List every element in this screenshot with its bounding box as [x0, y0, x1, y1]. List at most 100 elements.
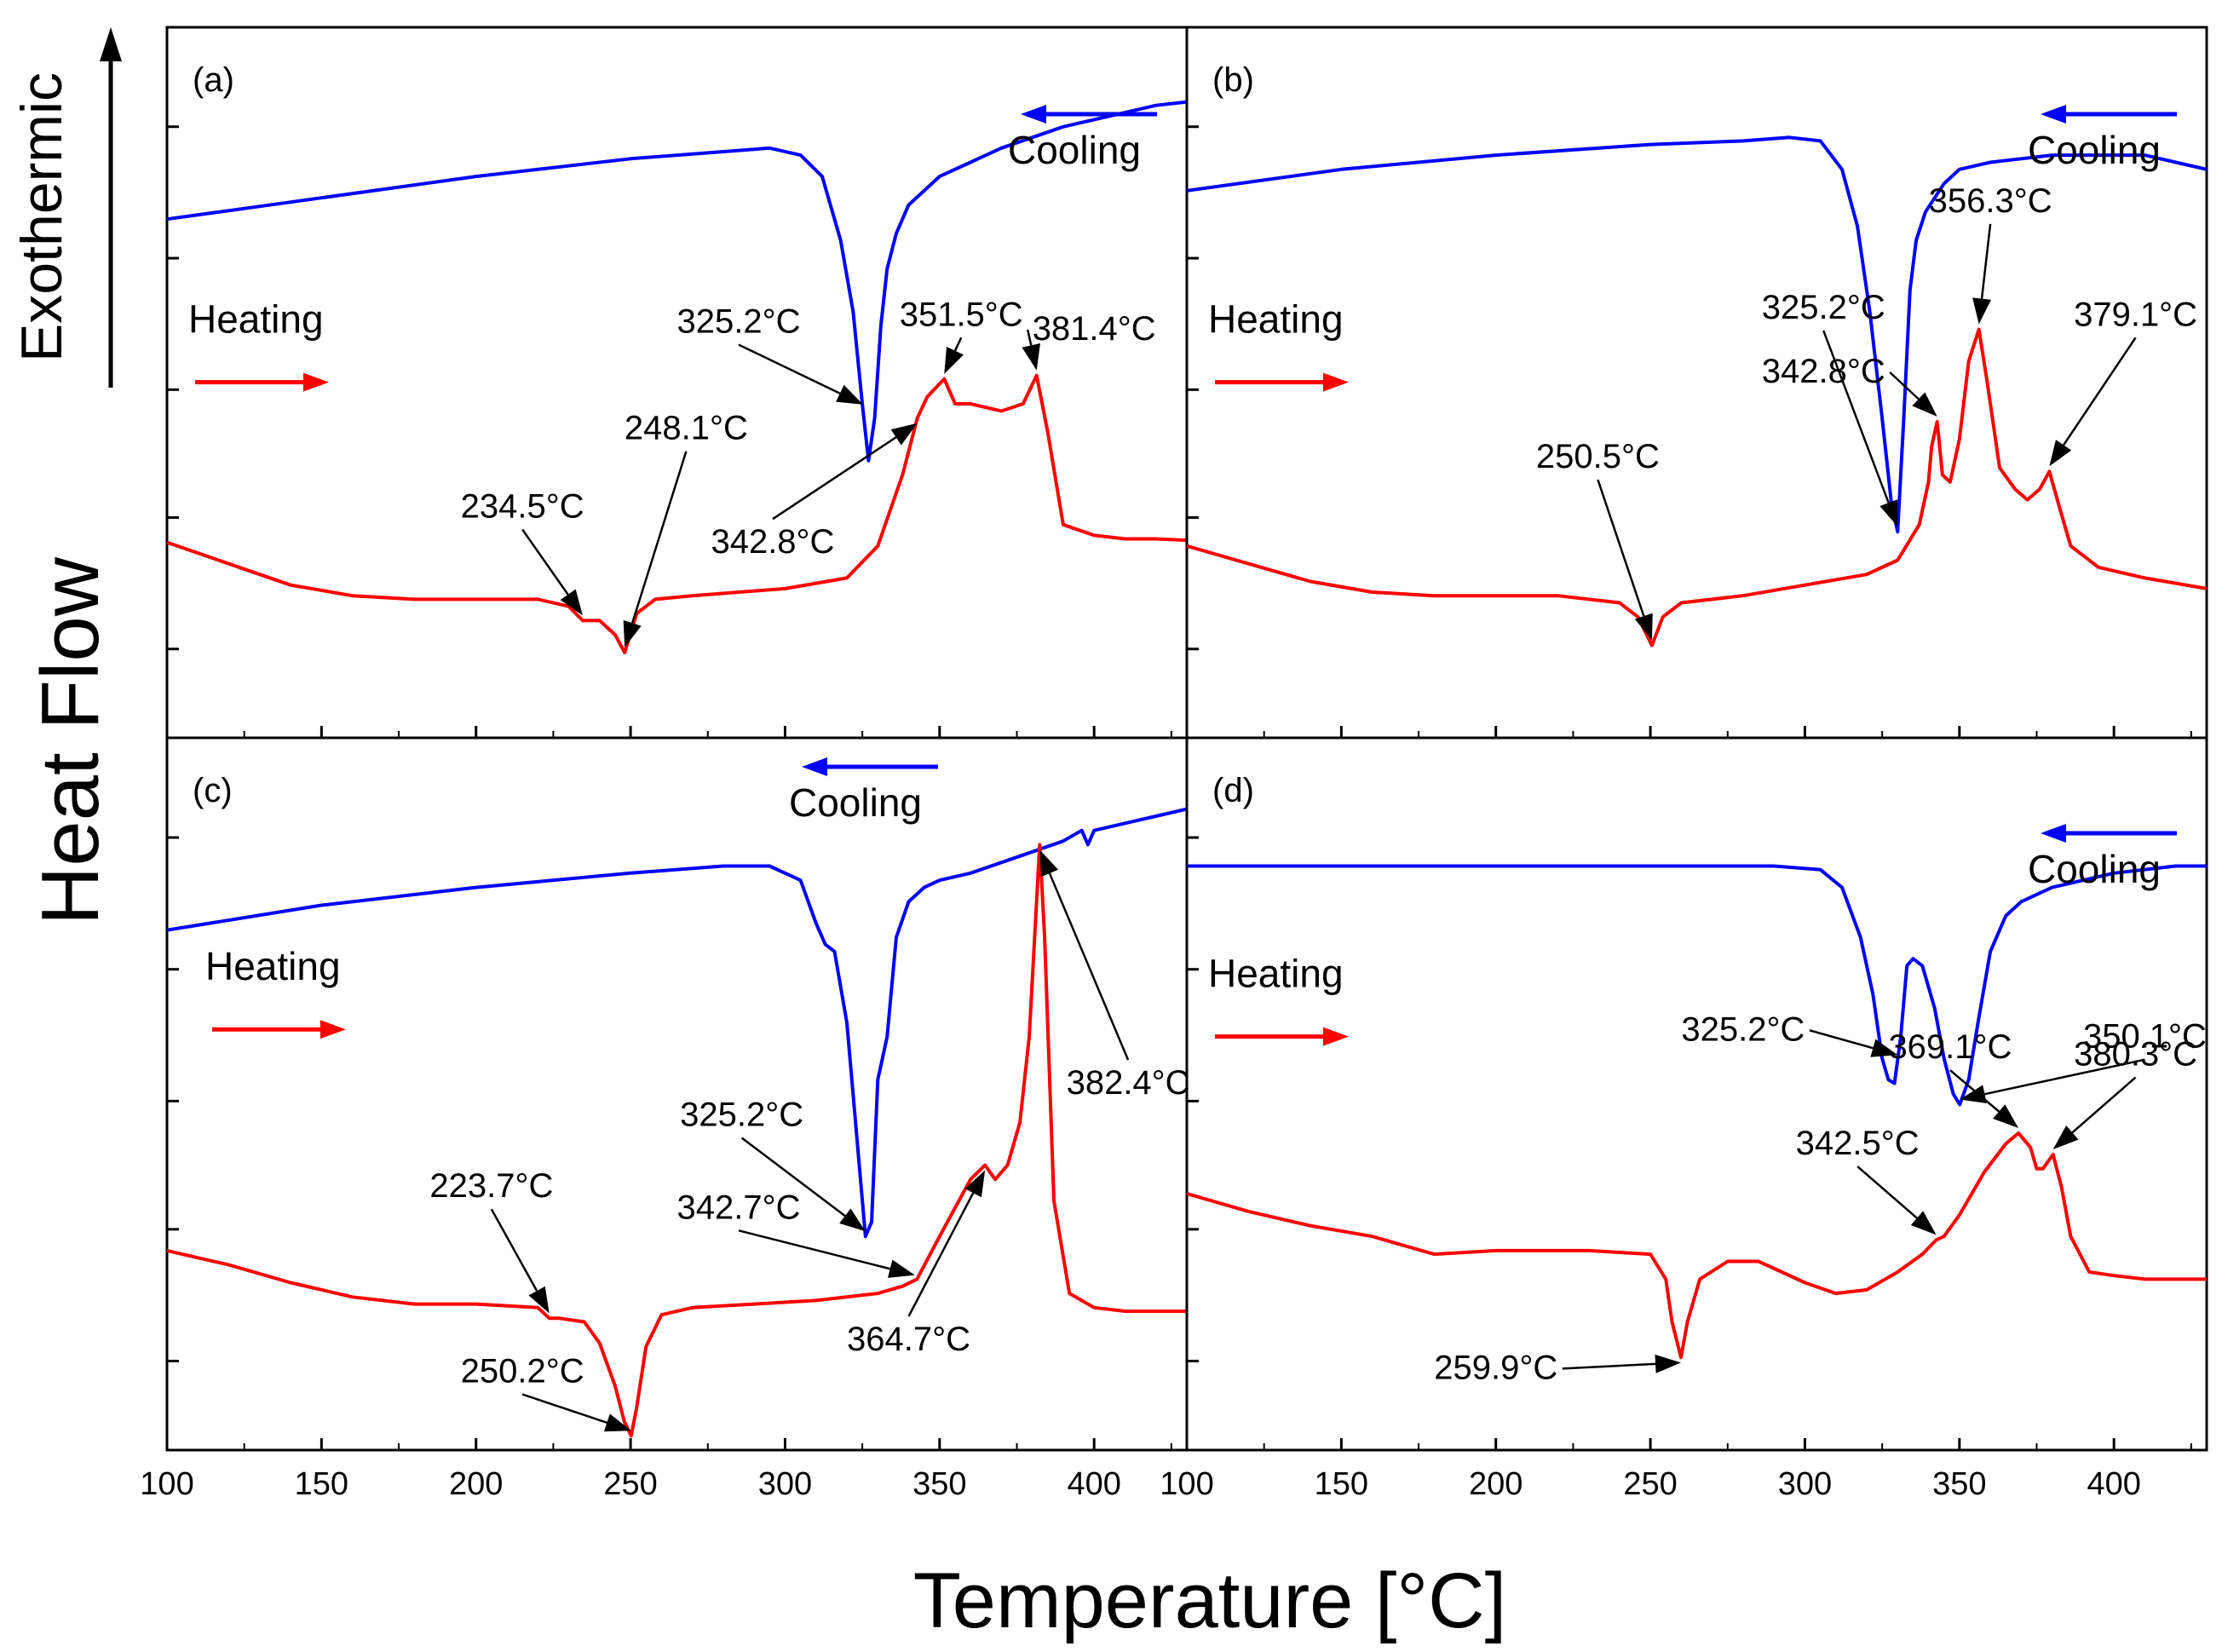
annotation-label: 223.7°C — [429, 1167, 553, 1205]
annotation-d-2-arrow-icon — [1993, 1104, 2019, 1128]
annotation-label: 350.1°C — [2083, 1018, 2207, 1056]
annotation-c-1-arrow-icon — [603, 1413, 631, 1432]
annotation-label: 250.2°C — [461, 1353, 584, 1390]
cooling-label: Cooling — [1008, 128, 1141, 172]
cooling-arrow-icon — [2041, 105, 2066, 124]
annotation-a-0-arrow-icon — [560, 589, 583, 616]
annotation-c-5-line — [1048, 872, 1130, 1061]
cooling-series-line — [166, 807, 1188, 1239]
annotation-label: 325.2°C — [1681, 1010, 1805, 1048]
panel-label: (d) — [1212, 772, 1254, 809]
annotation-c-0-arrow-icon — [528, 1286, 550, 1314]
panel-d: 100 150 200 250 300 350 400 (d) Heating Cooling 32… — [1160, 736, 2208, 1502]
panels-layer: (a) Heating Cooling 234.5°C 248.1°C 325.2°C 35… — [140, 26, 2208, 1502]
annotation-a-4-arrow-icon — [1022, 342, 1040, 371]
cooling-label: Cooling — [2028, 847, 2161, 891]
annotation-d-0-line — [1809, 1029, 1874, 1050]
annotation-a-5-arrow-icon — [890, 423, 918, 446]
annotation-b-0-arrow-icon — [1634, 613, 1653, 641]
x-tick-label: 100 — [1160, 1466, 1213, 1502]
annotation-label: 342.8°C — [711, 523, 834, 561]
x-tick-label: 300 — [1778, 1466, 1832, 1502]
heating-label: Heating — [1208, 297, 1344, 342]
annotation-c-4-line — [907, 1192, 975, 1317]
heating-series-line — [1186, 327, 2208, 648]
panel-a: (a) Heating Cooling 234.5°C 248.1°C 325.2°C 35… — [165, 26, 1189, 740]
heating-label: Heating — [188, 297, 324, 342]
annotation-label: 379.1°C — [2074, 296, 2197, 333]
annotation-b-3-arrow-icon — [1972, 297, 1992, 325]
exothermic-arrow-icon — [100, 27, 122, 61]
annotation-d-4-arrow-icon — [1910, 1211, 1937, 1235]
annotation-d-4-line — [1856, 1166, 1918, 1219]
annotation-c-0-line — [490, 1208, 538, 1292]
annotation-label: 356.3°C — [1929, 182, 2052, 220]
annotation-d-2-line — [1949, 1069, 2000, 1113]
x-tick-label: 300 — [758, 1466, 812, 1502]
annotation-c-4-arrow-icon — [964, 1170, 986, 1198]
panel-label: (b) — [1212, 61, 1254, 99]
annotation-label: 325.2°C — [677, 303, 801, 341]
cooling-arrow-icon — [802, 757, 827, 776]
annotation-a-4-line — [1026, 329, 1033, 346]
cooling-arrow-icon — [1021, 105, 1046, 124]
annotation-a-5-line — [772, 436, 897, 521]
annotation-a-0-line — [521, 528, 569, 596]
annotation-b-2-line — [1889, 371, 1920, 400]
annotation-label: 381.4°C — [1033, 310, 1156, 348]
annotation-label: 364.7°C — [847, 1321, 970, 1358]
annotation-label: 351.5°C — [900, 296, 1023, 333]
x-tick-label: 150 — [1315, 1466, 1368, 1502]
annotation-a-3-arrow-icon — [944, 346, 964, 374]
annotation-label: 234.5°C — [461, 487, 584, 525]
panel-c: 100 150 200 250 300 350 400 (c) Heating Cooling 22… — [140, 736, 1190, 1502]
cooling-label: Cooling — [789, 780, 922, 825]
panel-b: (b) Heating Cooling 250.5°C 325.2°C 342.8°C 35… — [1185, 26, 2208, 740]
annotation-d-1-arrow-icon — [1960, 1085, 1987, 1103]
annotation-a-1-arrow-icon — [623, 620, 642, 648]
annotation-label: 325.2°C — [1762, 289, 1885, 326]
annotation-d-5-arrow-icon — [1655, 1354, 1682, 1373]
cooling-label: Cooling — [2028, 128, 2161, 172]
annotation-d-3-line — [2071, 1076, 2137, 1134]
annotation-d-5-line — [1562, 1362, 1656, 1370]
x-tick-label: 250 — [1623, 1466, 1677, 1502]
heating-series-line — [166, 373, 1188, 654]
annotation-b-1-arrow-icon — [1879, 499, 1898, 527]
x-tick-label: 400 — [1067, 1466, 1120, 1502]
annotation-label: 342.8°C — [1762, 353, 1885, 390]
annotation-c-3-line — [738, 1229, 891, 1270]
cooling-series-line — [166, 100, 1188, 463]
annotation-d-0-arrow-icon — [1870, 1039, 1898, 1057]
annotation-b-4-line — [2063, 337, 2137, 446]
annotation-a-1-line — [630, 451, 688, 624]
x-tick-label: 350 — [1932, 1466, 1986, 1502]
heating-arrow-icon — [1323, 1027, 1349, 1046]
panel-label: (c) — [193, 772, 233, 809]
x-axis-title: Temperature [°C] — [913, 1557, 1506, 1644]
x-tick-label: 200 — [1469, 1466, 1523, 1502]
cooling-series-line — [1186, 135, 2208, 534]
heating-series-line — [166, 843, 1187, 1438]
heating-arrow-icon — [320, 1020, 346, 1039]
annotation-a-2-arrow-icon — [836, 384, 863, 405]
heating-label: Heating — [205, 944, 341, 988]
annotation-label: 342.7°C — [677, 1189, 801, 1226]
annotation-label: 382.4°C — [1067, 1064, 1190, 1102]
annotation-b-1-line — [1822, 330, 1890, 504]
annotation-label: 248.1°C — [625, 410, 748, 447]
panel-label: (a) — [193, 61, 234, 99]
x-tick-label: 400 — [2087, 1466, 2140, 1502]
annotation-label: 325.2°C — [680, 1097, 803, 1134]
panel-c-frame — [165, 736, 1189, 1452]
annotation-a-2-line — [738, 343, 841, 394]
annotation-label: 369.1°C — [1888, 1028, 2012, 1066]
x-tick-label: 150 — [295, 1466, 348, 1502]
annotation-b-3-line — [1980, 223, 1992, 299]
x-tick-label: 200 — [449, 1466, 503, 1502]
annotation-b-4-arrow-icon — [2049, 440, 2072, 467]
panel-d-frame — [1185, 736, 2208, 1452]
annotation-c-3-arrow-icon — [888, 1259, 915, 1278]
annotation-label: 250.5°C — [1536, 438, 1660, 475]
